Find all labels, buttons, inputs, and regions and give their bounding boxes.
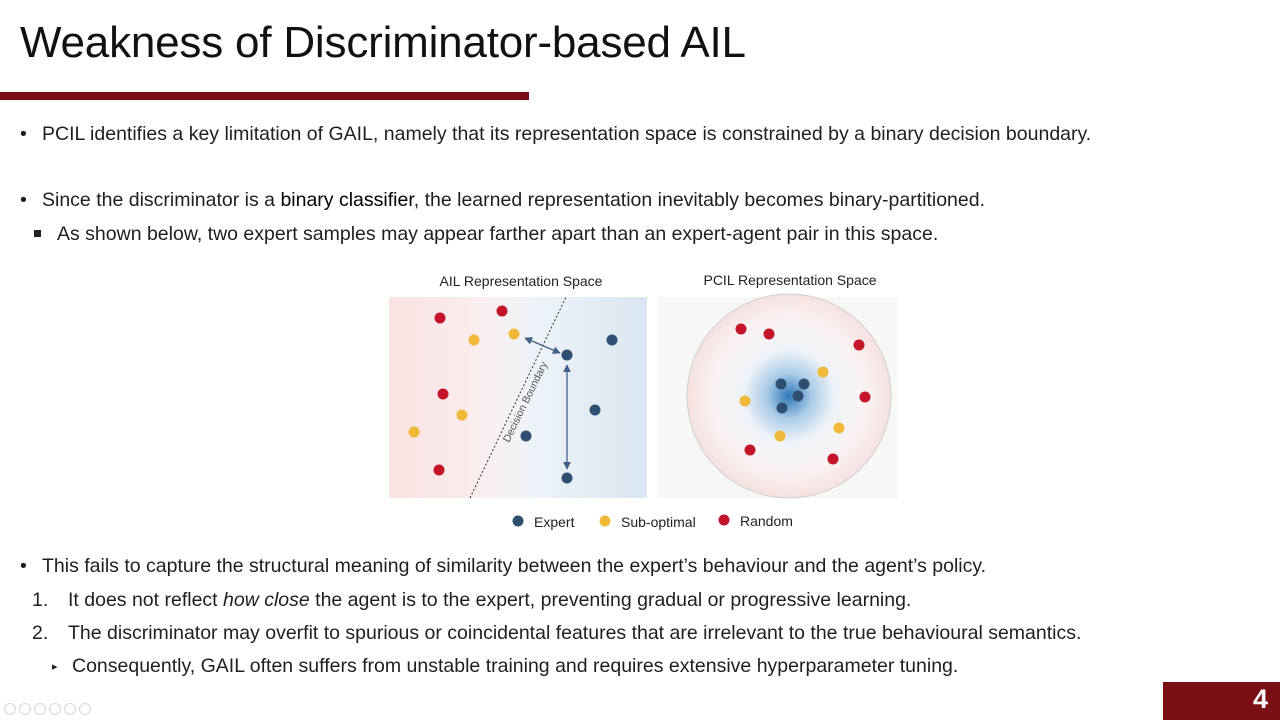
random-point	[853, 339, 865, 351]
expert-point	[776, 402, 788, 414]
random-point	[859, 391, 871, 403]
suboptimal-point	[739, 395, 751, 407]
ail-points	[408, 305, 618, 484]
item-number: 1.	[32, 589, 49, 611]
suboptimal-point	[408, 426, 420, 438]
bullet-dot-icon: •	[20, 189, 27, 211]
ail-space-title: AIL Representation Space	[440, 273, 603, 289]
item-text: Consequently, GAIL often suffers from un…	[72, 655, 959, 677]
expert-point	[606, 334, 618, 346]
pcil-space-disc	[686, 293, 892, 499]
screen-icon[interactable]	[49, 703, 61, 715]
next-icon[interactable]	[19, 703, 31, 715]
suboptimal-point	[468, 334, 480, 346]
consequence-item: ▸ Consequently, GAIL often suffers from u…	[52, 654, 958, 679]
representation-space-figure: AIL Representation Space PCIL Representa…	[389, 272, 898, 530]
bullet-dot-icon: •	[20, 555, 27, 577]
sub-bullet-text: As shown below, two expert samples may a…	[57, 223, 939, 245]
page-number: 4	[1252, 684, 1268, 714]
random-point	[433, 464, 445, 476]
expert-point	[589, 404, 601, 416]
random-point	[735, 323, 747, 335]
legend-expert-label: Expert	[534, 514, 575, 530]
emphasis-how-close: how close	[223, 589, 310, 611]
suboptimal-point	[774, 430, 786, 442]
random-point	[496, 305, 508, 317]
bullet-dot-icon: •	[20, 123, 27, 145]
bullet-structural-meaning: • This fails to capture the structural me…	[20, 554, 986, 578]
item-text: the agent is to the expert, preventing g…	[309, 589, 912, 611]
zoom-icon[interactable]	[64, 703, 76, 715]
numbered-item-1: 1. It does not reflect how close the agen…	[32, 588, 911, 612]
legend-suboptimal-label: Sub-optimal	[621, 514, 696, 530]
suboptimal-point	[817, 366, 829, 378]
pcil-points	[735, 323, 871, 465]
ail-space-panel	[389, 297, 647, 498]
item-number: 2.	[32, 622, 49, 644]
suboptimal-point	[833, 422, 845, 434]
bullet-binary-classifier: • Since the discriminator is a binary cla…	[20, 188, 985, 212]
legend-expert-marker	[512, 515, 524, 527]
random-point	[744, 444, 756, 456]
legend-random-marker	[718, 514, 730, 526]
bullet-text: PCIL identifies a key limitation of GAIL…	[42, 123, 1092, 145]
figure-legend: Expert Sub-optimal Random	[512, 513, 793, 530]
slide-title: Weakness of Discriminator-based AIL	[20, 18, 746, 67]
random-point	[827, 453, 839, 465]
triangle-bullet-icon: ▸	[52, 660, 58, 673]
title-underline	[0, 92, 529, 100]
bullet-limitation: • PCIL identifies a key limitation of GAI…	[20, 122, 1091, 146]
numbered-item-2: 2. The discriminator may overfit to spuri…	[32, 621, 1081, 645]
expert-point	[561, 349, 573, 361]
square-bullet-icon	[34, 229, 41, 237]
expert-point	[798, 378, 810, 390]
expert-agent-arrow	[524, 337, 561, 354]
bullet-text: This fails to capture the structural mea…	[42, 555, 987, 577]
suboptimal-point	[508, 328, 520, 340]
page-number-box: 4	[1163, 682, 1280, 720]
expert-point	[520, 430, 532, 442]
item-text: It does not reflect	[68, 589, 224, 611]
sub-bullet-example: As shown below, two expert samples may a…	[34, 222, 938, 246]
item-text: The discriminator may overfit to spuriou…	[68, 622, 1082, 644]
bullet-text: Since the discriminator is a	[42, 189, 281, 211]
more-icon[interactable]	[79, 703, 91, 715]
random-point	[763, 328, 775, 340]
legend-suboptimal-marker	[599, 515, 611, 527]
decision-boundary-line	[469, 296, 567, 499]
random-point	[434, 312, 446, 324]
pcil-space-title: PCIL Representation Space	[703, 272, 876, 288]
highlight-binary-classifier: binary classifier	[280, 189, 414, 211]
prev-icon[interactable]	[4, 703, 16, 715]
random-point	[437, 388, 449, 400]
expert-point	[561, 472, 573, 484]
legend-random-label: Random	[740, 513, 793, 529]
suboptimal-point	[456, 409, 468, 421]
bullet-text: , the learned representation inevitably …	[413, 189, 986, 211]
pen-icon[interactable]	[34, 703, 46, 715]
expert-point	[775, 378, 787, 390]
slide-controls	[4, 703, 91, 715]
expert-point	[792, 390, 804, 402]
